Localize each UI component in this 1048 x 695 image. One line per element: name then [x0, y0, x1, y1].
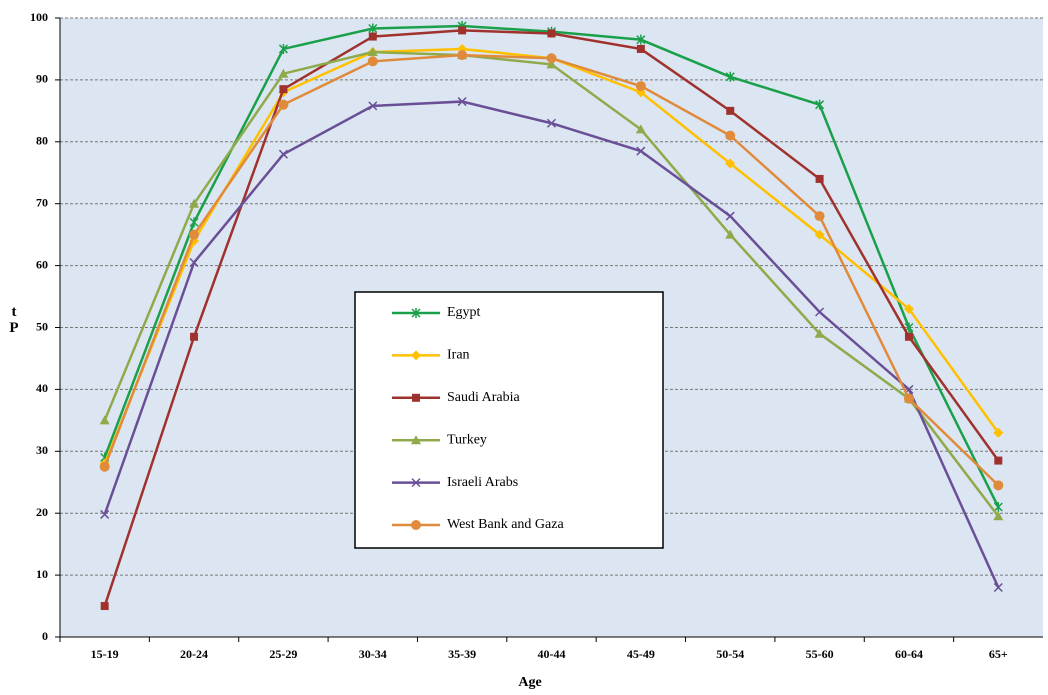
legend-label: West Bank and Gaza — [447, 517, 564, 532]
marker — [636, 146, 646, 156]
legend-label: Saudi Arabia — [447, 390, 520, 405]
marker — [815, 307, 825, 317]
y-tick-label: 90 — [36, 72, 48, 86]
marker — [189, 257, 199, 268]
marker — [993, 511, 1004, 521]
marker — [411, 478, 421, 488]
marker — [99, 461, 110, 472]
marker — [189, 198, 200, 208]
marker — [815, 99, 825, 110]
marker — [636, 44, 645, 53]
y-tick-label: 80 — [36, 134, 48, 148]
marker — [367, 47, 378, 57]
marker — [814, 328, 825, 338]
marker — [635, 124, 646, 134]
marker — [993, 582, 1003, 593]
marker — [636, 34, 646, 45]
x-tick-label: 30-34 — [359, 647, 387, 661]
marker — [904, 332, 913, 341]
y-tick-label: 60 — [36, 257, 48, 271]
x-tick-label: 20-24 — [180, 647, 208, 661]
marker — [725, 211, 735, 221]
marker — [993, 427, 1004, 438]
y-tick-label: 50 — [36, 319, 48, 333]
marker — [903, 393, 914, 404]
marker — [814, 211, 825, 222]
y-tick-label: 20 — [36, 505, 48, 519]
marker — [457, 97, 467, 107]
marker — [726, 106, 735, 115]
y-tick-label: 70 — [36, 195, 48, 209]
marker — [815, 174, 824, 183]
marker — [994, 456, 1003, 465]
y-tick-label: 100 — [30, 10, 48, 24]
y-axis-label: tP — [6, 304, 22, 336]
x-tick-label: 25-29 — [269, 647, 297, 661]
legend-label: Israeli Arabs — [447, 475, 518, 490]
y-tick-label: 10 — [36, 567, 48, 581]
x-tick-label: 35-39 — [448, 647, 476, 661]
legend — [354, 291, 664, 549]
marker — [368, 101, 378, 111]
marker — [100, 509, 110, 519]
legend-label: Egypt — [447, 305, 481, 320]
x-axis-label: Age — [518, 675, 541, 690]
marker — [99, 415, 110, 425]
y-tick-label: 0 — [42, 629, 48, 643]
marker — [368, 23, 378, 34]
marker — [546, 59, 557, 69]
marker — [725, 229, 736, 239]
marker — [457, 50, 468, 61]
marker — [189, 217, 199, 228]
y-tick-label: 30 — [36, 443, 48, 457]
marker — [903, 303, 914, 314]
x-tick-label: 65+ — [989, 647, 1008, 661]
marker — [278, 43, 288, 54]
y-tick-label: 40 — [36, 381, 48, 395]
marker — [725, 130, 736, 141]
marker — [814, 229, 825, 240]
marker — [278, 99, 289, 110]
legend-label: Iran — [447, 348, 470, 363]
legend-label: Turkey — [447, 432, 487, 447]
marker — [546, 118, 557, 128]
marker — [278, 68, 289, 78]
x-tick-label: 60-64 — [895, 647, 923, 661]
x-tick-label: 55-60 — [806, 647, 834, 661]
marker — [189, 229, 200, 240]
marker — [411, 308, 421, 318]
marker — [411, 520, 421, 530]
x-tick-label: 15-19 — [91, 647, 119, 661]
marker — [725, 71, 735, 82]
marker — [547, 29, 556, 38]
x-tick-label: 45-49 — [627, 647, 655, 661]
marker — [993, 502, 1003, 513]
marker — [411, 350, 421, 361]
marker — [100, 602, 109, 611]
marker — [278, 149, 288, 159]
marker — [412, 393, 420, 402]
marker — [725, 158, 736, 169]
marker — [190, 332, 199, 341]
marker — [411, 435, 421, 445]
x-tick-label: 50-54 — [716, 647, 744, 661]
x-tick-label: 40-44 — [538, 647, 566, 661]
marker — [367, 56, 378, 67]
marker — [458, 26, 467, 35]
marker — [546, 53, 557, 64]
marker — [279, 85, 288, 94]
marker — [368, 32, 377, 41]
marker — [993, 480, 1004, 491]
marker — [635, 81, 646, 92]
